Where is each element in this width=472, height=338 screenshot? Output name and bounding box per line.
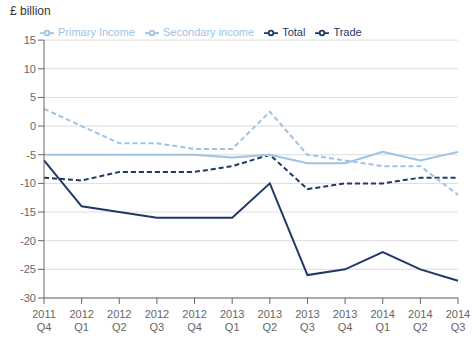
- html-text:£ billion: £ billion: [10, 4, 51, 18]
- svg-text:5: 5: [30, 91, 36, 103]
- svg-text:0: 0: [30, 120, 36, 132]
- svg-text:2013Q2: 2013Q2: [258, 308, 282, 333]
- svg-text:2012Q1: 2012Q1: [69, 308, 93, 333]
- svg-text:-10: -10: [20, 177, 36, 189]
- html-text:Secondary income: Secondary income: [163, 26, 255, 38]
- svg-text:2012Q4: 2012Q4: [182, 308, 206, 333]
- svg-text:-15: -15: [20, 206, 36, 218]
- svg-text:2014Q3: 2014Q3: [446, 308, 464, 333]
- html-text:Total: Total: [282, 26, 306, 38]
- svg-text:2014Q1: 2014Q1: [370, 308, 394, 333]
- svg-text:2011Q4: 2011Q4: [32, 308, 56, 333]
- svg-text:10: 10: [24, 63, 36, 75]
- svg-text:-30: -30: [20, 292, 36, 304]
- html-text:Primary Income: Primary Income: [58, 26, 135, 38]
- svg-text:2013Q3: 2013Q3: [295, 308, 319, 333]
- svg-text:2012Q3: 2012Q3: [145, 308, 169, 333]
- svg-text:2013Q1: 2013Q1: [220, 308, 244, 333]
- html-text:Trade: Trade: [333, 26, 362, 38]
- svg-text:2014Q2: 2014Q2: [408, 308, 432, 333]
- svg-text:-25: -25: [20, 263, 36, 275]
- svg-text:-5: -5: [26, 149, 36, 161]
- svg-text:15: 15: [24, 34, 36, 46]
- svg-text:-20: -20: [20, 235, 36, 247]
- svg-text:2013Q4: 2013Q4: [333, 308, 357, 333]
- svg-text:2012Q2: 2012Q2: [107, 308, 131, 333]
